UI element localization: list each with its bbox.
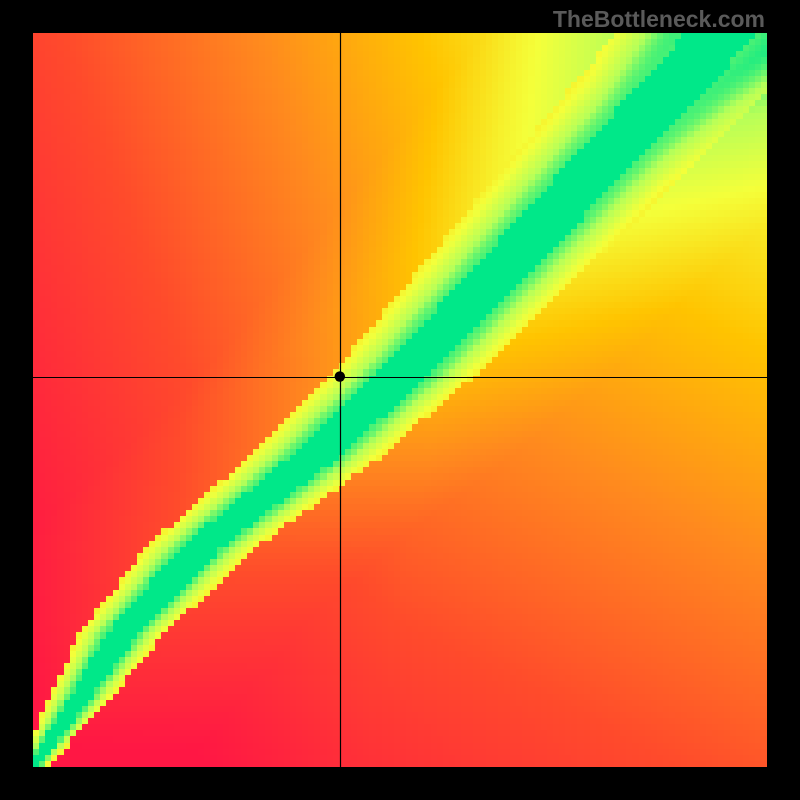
chart-container: TheBottleneck.com [0,0,800,800]
watermark-text: TheBottleneck.com [553,6,765,33]
bottleneck-heatmap [0,0,800,800]
